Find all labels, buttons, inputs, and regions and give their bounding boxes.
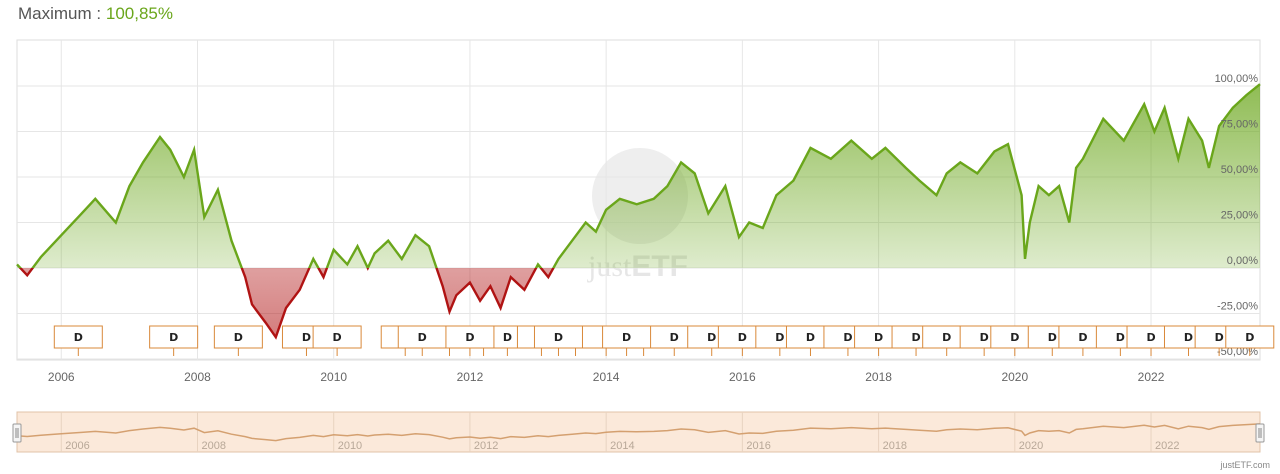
x-axis: 2006 2008 2010 2012 2014 2016 2018 2020 2022	[48, 370, 1165, 384]
dividend-marker-label: D	[503, 331, 512, 344]
navigator-tick-label: 2012	[474, 440, 498, 452]
dividend-marker: D	[445, 325, 495, 356]
dividend-marker-label: D	[1048, 331, 1057, 344]
range-navigator[interactable]: 2006 2008 2010 2012 2014 2016 2018 2020 2022	[12, 411, 1265, 453]
y-tick-label: 0,00%	[1227, 255, 1258, 267]
x-tick-label: 2012	[457, 370, 484, 384]
dividend-marker-label: D	[1078, 331, 1087, 344]
navigator-series	[16, 423, 1261, 442]
dividend-marker: D	[922, 325, 972, 356]
x-tick-label: 2020	[1001, 370, 1028, 384]
navigator-tick-label: 2016	[746, 440, 770, 452]
y-tick-label: -50,00%	[1217, 346, 1258, 358]
dividend-marker-label: D	[554, 331, 563, 344]
navigator-left-handle[interactable]	[12, 423, 22, 443]
y-tick-label: 75,00%	[1221, 119, 1259, 131]
x-tick-label: 2006	[48, 370, 75, 384]
chart-header: Maximum : 100,85%	[18, 4, 173, 24]
dividend-marker-label: D	[1245, 331, 1254, 344]
navigator-tick-label: 2020	[1019, 440, 1043, 452]
dividend-marker: D	[602, 325, 652, 356]
y-axis: 100,00% 75,00% 50,00% 25,00% 0,00% -25,00% -50…	[1215, 73, 1259, 358]
dividend-marker-label: D	[942, 331, 951, 344]
dividend-marker: D	[149, 325, 199, 356]
positive-area	[17, 84, 1260, 268]
chart-series-line	[16, 83, 1261, 340]
x-tick-label: 2016	[729, 370, 756, 384]
navigator-tick-label: 2006	[65, 440, 89, 452]
x-tick-label: 2022	[1138, 370, 1165, 384]
chart-area-fill	[17, 84, 1260, 338]
series-line-negative	[18, 268, 555, 340]
dividend-marker: D	[312, 325, 362, 356]
x-tick-label: 2008	[184, 370, 211, 384]
dividend-marker-label: D	[1010, 331, 1019, 344]
y-tick-label: 50,00%	[1221, 164, 1259, 176]
dividend-marker-label: D	[622, 331, 631, 344]
dividend-marker-label: D	[707, 331, 716, 344]
dividend-marker: D	[1126, 325, 1176, 356]
header-value: 100,85%	[105, 4, 173, 23]
dividend-marker-label: D	[738, 331, 747, 344]
dividend-marker-label: D	[169, 331, 178, 344]
dividend-markers: DDDDDDDDDDDDDDDDDDDDDDDDDDDDDDDDDDD	[53, 325, 1275, 356]
dividend-marker-label: D	[1116, 331, 1125, 344]
x-tick-label: 2014	[593, 370, 620, 384]
navigator-tick-label: 2008	[201, 440, 225, 452]
dividend-marker-label: D	[874, 331, 883, 344]
dividend-marker: D	[213, 325, 263, 356]
navigator-right-handle[interactable]	[1255, 423, 1265, 443]
navigator-tick-label: 2018	[883, 440, 907, 452]
dividend-marker-label: D	[911, 331, 920, 344]
x-tick-label: 2018	[865, 370, 892, 384]
dividend-marker-label: D	[234, 331, 243, 344]
series-line-positive	[16, 83, 1261, 268]
dividend-marker-label: D	[74, 331, 83, 344]
y-tick-label: -25,00%	[1217, 301, 1258, 313]
credit-text: justETF.com	[1220, 460, 1270, 470]
dividend-marker: D	[397, 325, 447, 356]
dividend-marker: D	[1225, 325, 1275, 356]
dividend-marker-label: D	[302, 331, 311, 344]
dividend-marker: D	[53, 325, 103, 356]
dividend-marker-label: D	[843, 331, 852, 344]
dividend-marker-label: D	[980, 331, 989, 344]
dividend-marker-label: D	[670, 331, 679, 344]
dividend-marker: D	[990, 325, 1040, 356]
navigator-tick-label: 2022	[1155, 440, 1179, 452]
header-label: Maximum :	[18, 4, 102, 23]
dividend-marker-label: D	[806, 331, 815, 344]
dividend-marker: D	[533, 325, 583, 356]
dividend-marker-label: D	[333, 331, 342, 344]
dividend-marker-label: D	[418, 331, 427, 344]
y-tick-label: 100,00%	[1215, 73, 1259, 85]
dividend-marker-label: D	[1184, 331, 1193, 344]
dividend-marker-label: D	[465, 331, 474, 344]
y-tick-label: 25,00%	[1221, 210, 1259, 222]
negative-area	[17, 268, 1260, 338]
x-tick-label: 2010	[320, 370, 347, 384]
navigator-tick-label: 2010	[338, 440, 362, 452]
dividend-marker-label: D	[1215, 331, 1224, 344]
dividend-marker-label: D	[775, 331, 784, 344]
navigator-tick-label: 2014	[610, 440, 634, 452]
dividend-marker-label: D	[1146, 331, 1155, 344]
